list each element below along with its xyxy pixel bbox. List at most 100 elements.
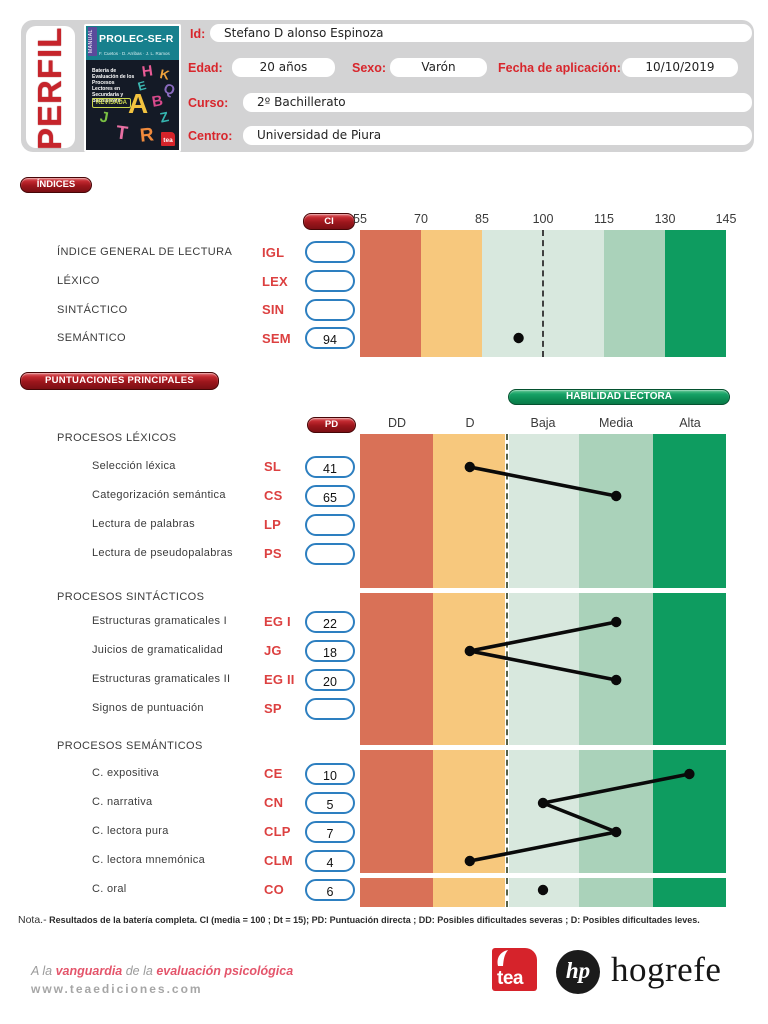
tagline-part: A la (31, 964, 56, 978)
pd-band-dd (360, 593, 433, 745)
column-header-dd: DD (387, 416, 407, 430)
row-label-sp: Signos de puntuación (92, 702, 204, 714)
tea-tagline: A la vanguardia de la evaluación psicoló… (31, 964, 293, 978)
column-header-alta: Alta (679, 416, 701, 430)
hogrefe-logo-word: hogrefe (611, 950, 722, 989)
row-label-cn: C. narrativa (92, 796, 153, 808)
row-label-lex: LÉXICO (57, 275, 100, 287)
row-code-co: CO (264, 882, 284, 897)
fecha-field[interactable]: 10/10/2019 (622, 58, 738, 77)
pd-band-media (579, 750, 653, 873)
page-title: PERFIL (31, 26, 68, 150)
row-label-co: C. oral (92, 883, 127, 895)
row-label-clm: C. lectora mnemónica (92, 854, 205, 866)
row-code-sl: SL (264, 459, 282, 474)
row-code-clm: CLM (264, 853, 293, 868)
pd-band-d (433, 750, 506, 873)
cn-score-box[interactable]: 5 (305, 792, 355, 814)
pd-band-media (579, 878, 653, 907)
column-header-media: Media (598, 416, 634, 430)
pd-band-dd (360, 434, 433, 588)
eg1-score-box[interactable]: 22 (305, 611, 355, 633)
row-label-ps: Lectura de pseudopalabras (92, 547, 233, 559)
row-code-sem: SEM (262, 331, 291, 346)
test-cover-image: MANUAL PROLEC-SE-R F. Cuetos · D. Arriba… (84, 24, 181, 152)
tea-leaf-icon (497, 950, 508, 966)
ce-score-box[interactable]: 10 (305, 763, 355, 785)
tagline-part: vanguardia (55, 964, 123, 978)
ci-band-130-145 (665, 230, 726, 357)
sexo-field[interactable]: Varón (390, 58, 487, 77)
sem-score-box[interactable]: 94 (305, 327, 355, 349)
pd-band-d (433, 878, 506, 907)
row-code-cs: CS (264, 488, 283, 503)
centro-field[interactable]: Universidad de Piura (243, 126, 752, 145)
cover-top-band (86, 26, 179, 60)
centro-label: Centro: (188, 129, 233, 143)
pd-band-d (433, 593, 506, 745)
cover-letter: Z (158, 108, 171, 126)
row-code-cn: CN (264, 795, 284, 810)
curso-label: Curso: (188, 96, 229, 110)
row-code-eg1: EG I (264, 614, 291, 629)
ci-tick: 100 (532, 212, 554, 226)
row-code-lp: LP (264, 517, 282, 532)
edad-field[interactable]: 20 años (232, 58, 335, 77)
ci-mean-reference-line (542, 230, 544, 357)
indices-section-badge: ÍNDICES (20, 177, 92, 193)
pd-band-alta (653, 434, 726, 588)
sin-score-box[interactable] (305, 299, 355, 321)
pd-band-alta (653, 878, 726, 907)
pd-cutoff-line (505, 593, 509, 745)
row-label-jg: Juicios de gramaticalidad (92, 644, 224, 656)
cover-description: Batería de Evaluación de los Procesos Le… (92, 68, 135, 104)
jg-score-box[interactable]: 18 (305, 640, 355, 662)
cover-letter: T (114, 122, 130, 145)
footnote-body: Resultados de la batería completa. CI (m… (46, 915, 700, 925)
igl-score-box[interactable] (305, 241, 355, 263)
ci-band-70-85 (421, 230, 482, 357)
sl-score-box[interactable]: 41 (305, 456, 355, 478)
pd-band-dd (360, 750, 433, 873)
tea-website-link[interactable]: www.teaediciones.com (31, 982, 203, 996)
row-label-eg1: Estructuras gramaticales I (92, 615, 227, 627)
id-field[interactable]: Stefano D alonso Espinoza (210, 24, 752, 42)
eg2-score-box[interactable]: 20 (305, 669, 355, 691)
pd-column-badge: PD (307, 417, 356, 433)
lp-score-box[interactable] (305, 514, 355, 536)
group-label-lexicos: PROCESOS LÉXICOS (57, 432, 177, 444)
cover-series-tab: MANUAL (88, 27, 97, 56)
co-score-box[interactable]: 6 (305, 879, 355, 901)
column-header-d: D (465, 416, 475, 430)
pd-chart-section-oral (360, 878, 726, 907)
ci-tick: 115 (594, 212, 614, 226)
clp-score-box[interactable]: 7 (305, 821, 355, 843)
pd-band-alta (653, 750, 726, 873)
sp-score-box[interactable] (305, 698, 355, 720)
pd-band-d (433, 434, 506, 588)
cover-letter: H (140, 62, 154, 81)
row-label-ce: C. expositiva (92, 767, 159, 779)
tagline-part: de la (122, 964, 157, 978)
pd-band-media (579, 434, 653, 588)
row-code-sp: SP (264, 701, 282, 716)
column-header-baja: Baja (530, 416, 556, 430)
lex-score-box[interactable] (305, 270, 355, 292)
row-code-sin: SIN (262, 302, 285, 317)
cs-score-box[interactable]: 65 (305, 485, 355, 507)
pd-chart-section-lexicos (360, 434, 726, 588)
row-code-ps: PS (264, 546, 282, 561)
ps-score-box[interactable] (305, 543, 355, 565)
cover-letter: R (138, 124, 155, 147)
pd-band-dd (360, 878, 433, 907)
group-label-semanticos: PROCESOS SEMÁNTICOS (57, 740, 203, 752)
row-label-lp: Lectura de palabras (92, 518, 195, 530)
row-label-clp: C. lectora pura (92, 825, 169, 837)
ci-tick: 130 (654, 212, 676, 226)
ci-tick: 85 (475, 212, 489, 226)
curso-field[interactable]: 2º Bachillerato (243, 93, 752, 112)
clm-score-box[interactable]: 4 (305, 850, 355, 872)
tagline-part: evaluación psicológica (156, 964, 294, 978)
pd-chart-section-semanticos (360, 750, 726, 873)
pd-band-baja (506, 434, 579, 588)
